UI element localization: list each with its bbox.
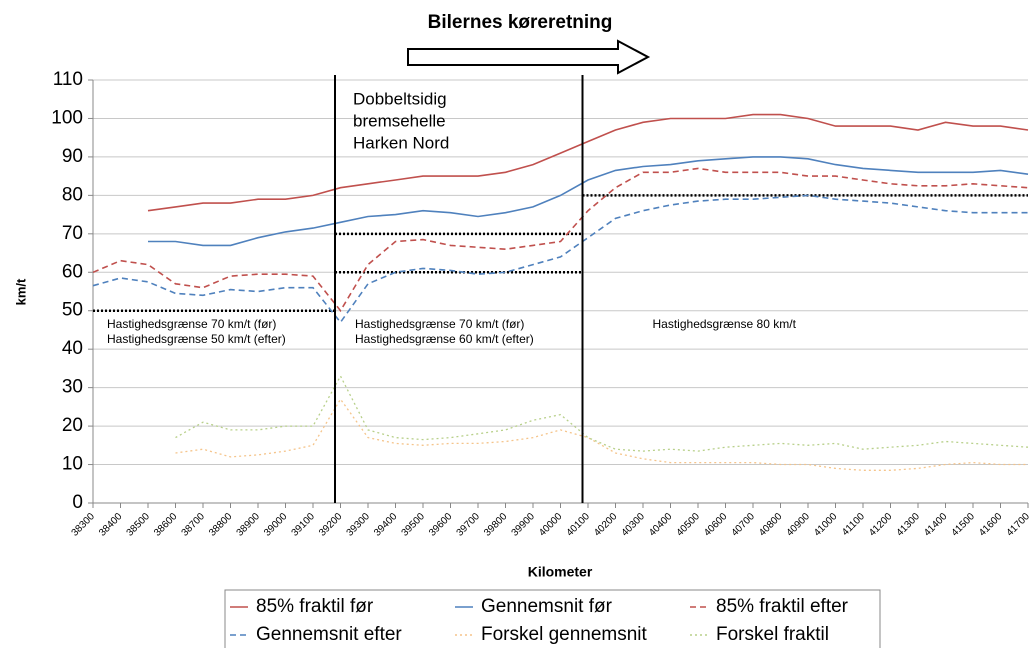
y-axis-label: km/t [13,278,28,305]
y-tick-label: 60 [62,261,83,282]
zone-label: Hastighedsgrænse 60 km/t (efter) [355,332,534,346]
legend-label: 85% fraktil efter [716,596,849,617]
marker-label: bremsehelle [353,111,446,130]
y-tick-label: 10 [62,454,83,475]
legend-label: Gennemsnit før [481,596,613,617]
y-tick-label: 0 [72,492,83,513]
series-line [92,167,1029,313]
legend-label: Forskel fraktil [716,624,829,645]
zone-label: Hastighedsgrænse 70 km/t (før) [355,317,524,331]
y-tick-label: 110 [53,69,83,90]
chart-title: Bilernes køreretning [428,12,613,33]
zone-label: Hastighedsgrænse 50 km/t (efter) [107,332,286,346]
y-tick-label: 80 [62,184,83,205]
y-tick-label: 70 [62,223,83,244]
legend-label: 85% fraktil før [256,596,374,617]
series-line [147,113,1029,212]
legend [224,589,881,648]
y-tick-label: 90 [62,146,83,167]
y-tick-label: 100 [51,107,83,128]
legend-label: Forskel gennemsnit [481,624,648,645]
zone-label: Hastighedsgrænse 80 km/t [653,317,797,331]
zone-label: Hastighedsgrænse 70 km/t (før) [107,317,276,331]
series-line [148,156,1029,247]
y-tick-label: 20 [62,415,83,436]
y-tick-label: 30 [62,377,83,398]
legend-label: Gennemsnit efter [256,624,402,645]
y-tick-label: 50 [62,300,83,321]
y-tick-label: 40 [62,338,83,359]
series-line [92,194,1028,324]
x-axis-label: Kilometer [528,564,593,580]
direction-arrow [407,39,651,75]
marker-label: Dobbeltsidig [353,89,447,108]
marker-label: Harken Nord [353,133,449,152]
